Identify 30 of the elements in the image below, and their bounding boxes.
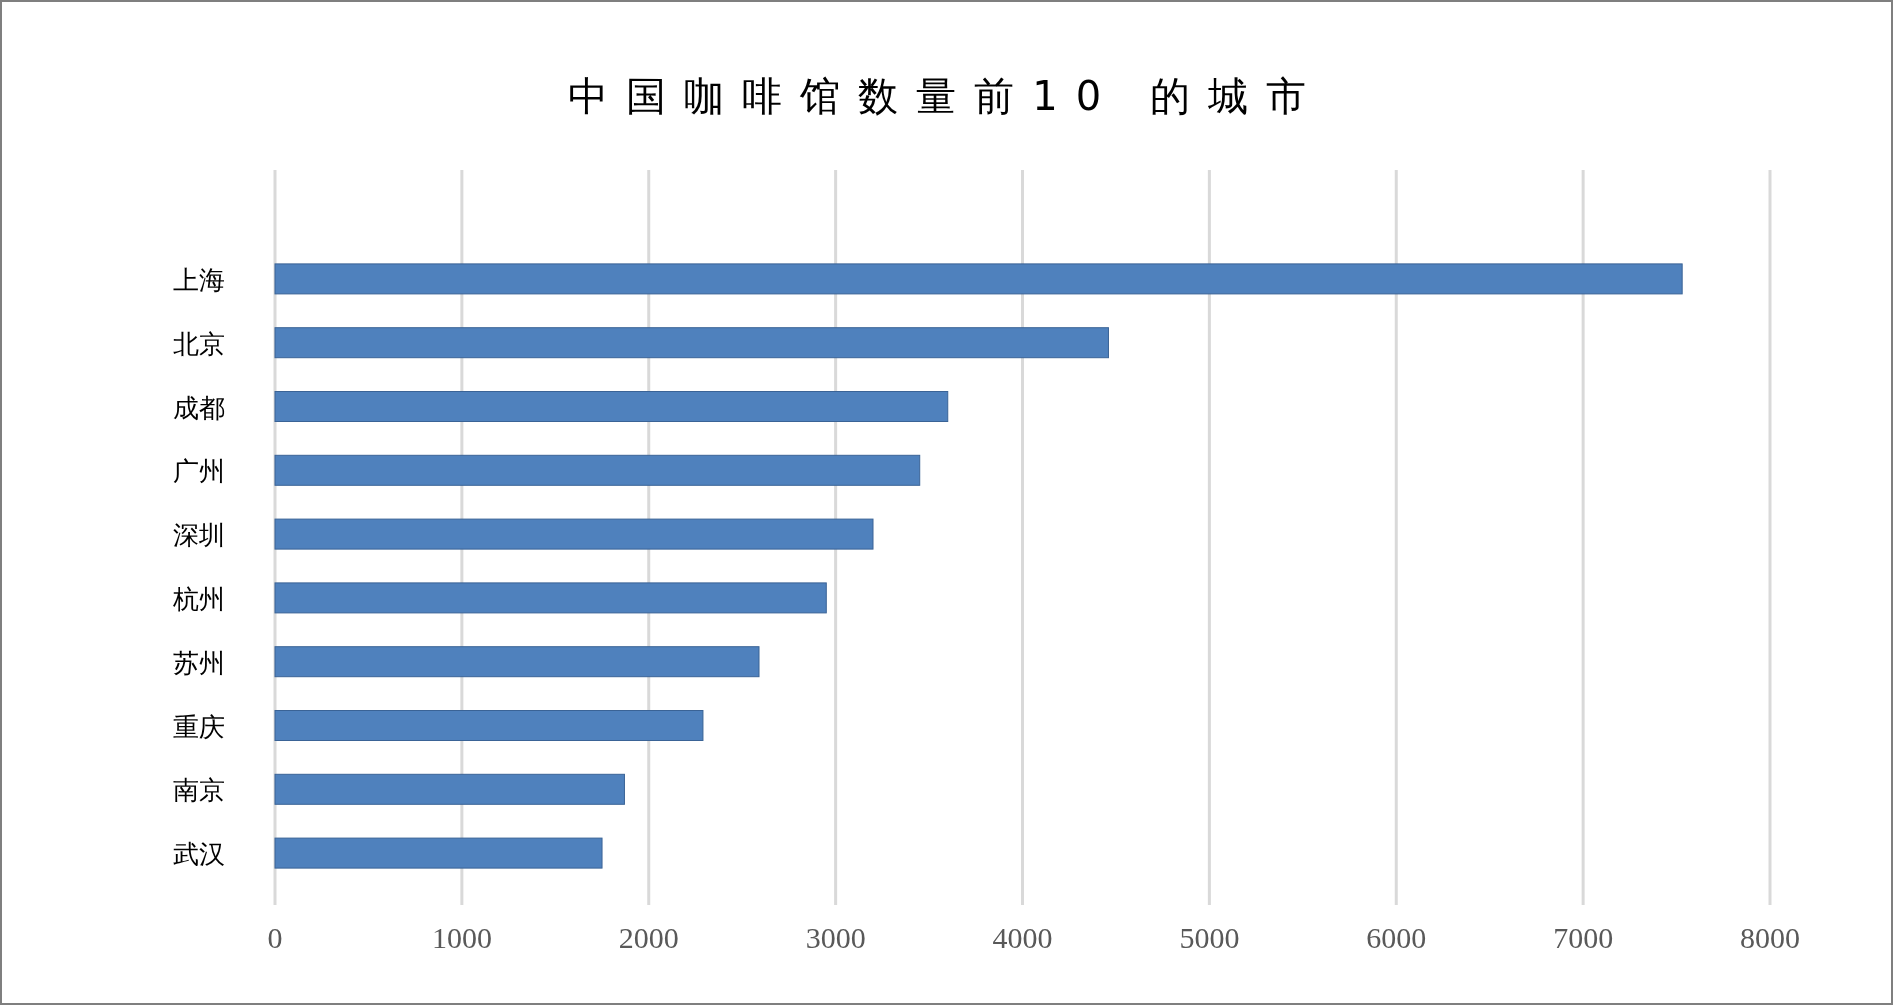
- bar: [274, 837, 603, 869]
- x-tick-label: 6000: [1366, 921, 1427, 954]
- bar: [274, 391, 949, 422]
- y-tick-label: 上海: [173, 264, 225, 295]
- y-tick-label: 武汉: [173, 839, 225, 870]
- y-tick-label: 南京: [173, 775, 225, 806]
- x-tick-label: 4000: [992, 921, 1053, 954]
- y-tick-label: 成都: [173, 392, 225, 423]
- x-tick-label: 0: [267, 921, 283, 954]
- bar: [274, 646, 760, 678]
- y-tick-label: 广州: [173, 456, 225, 487]
- x-tick-label: 1000: [431, 921, 492, 954]
- bar: [274, 773, 625, 805]
- y-tick-label: 杭州: [172, 583, 225, 614]
- x-tick-label: 7000: [1553, 921, 1614, 954]
- bar: [274, 454, 921, 486]
- x-tick-label: 3000: [805, 921, 866, 954]
- y-tick-label: 苏州: [173, 647, 225, 678]
- bar: [274, 582, 827, 614]
- x-tick-label: 8000: [1740, 921, 1800, 954]
- bar: [274, 263, 1683, 295]
- bar: [274, 518, 874, 550]
- x-tick-label: 5000: [1179, 921, 1240, 954]
- bar: [274, 710, 704, 741]
- bar: [274, 327, 1109, 359]
- y-tick-label: 重庆: [173, 711, 225, 742]
- chart-title: 中国咖啡馆数量前10 的城市: [568, 73, 1324, 119]
- y-tick-label: 北京: [173, 328, 225, 359]
- y-tick-label: 深圳: [173, 520, 225, 551]
- x-tick-label: 2000: [618, 921, 679, 954]
